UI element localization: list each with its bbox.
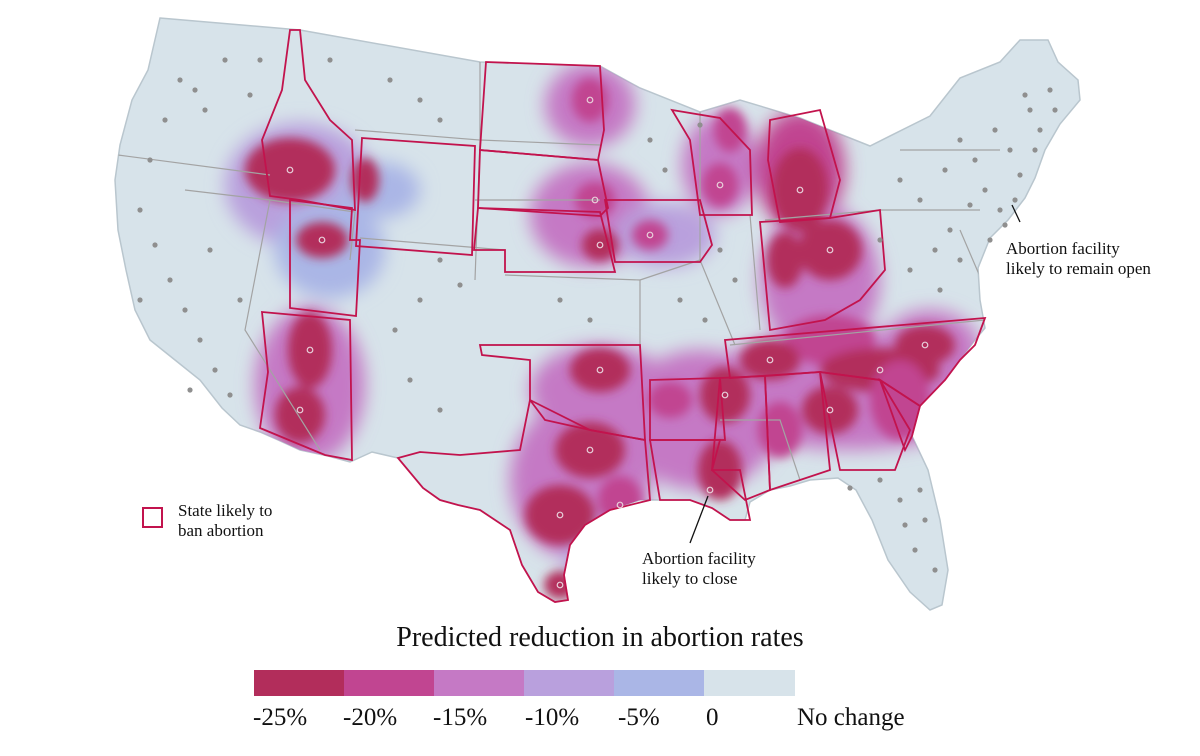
legend-swatch-15 bbox=[434, 670, 525, 696]
facility-dots bbox=[137, 57, 1058, 573]
open-leader-line bbox=[1011, 204, 1021, 223]
legend-swatch-5 bbox=[614, 670, 705, 696]
legend-tick-15: -15% bbox=[433, 704, 488, 731]
ban-state-legend-swatch bbox=[142, 507, 163, 528]
ban-state-legend-label: State likely to ban abortion bbox=[178, 501, 272, 541]
legend-tick-5: -5% bbox=[618, 704, 660, 731]
close-facility-annotation: Abortion facility likely to close bbox=[642, 549, 756, 589]
legend-title: Predicted reduction in abortion rates bbox=[396, 622, 804, 653]
close-leader-line bbox=[689, 495, 709, 544]
impact-shading bbox=[225, 63, 1000, 605]
legend-swatch-0 bbox=[704, 670, 795, 696]
open-annotation-line1: Abortion facility bbox=[1006, 239, 1120, 258]
closing-facility-markers bbox=[286, 96, 929, 589]
legend-swatch-25 bbox=[254, 670, 345, 696]
legend-tick-0: 0 bbox=[706, 704, 719, 731]
legend-swatch-10 bbox=[524, 670, 615, 696]
ban-legend-line2: ban abortion bbox=[178, 521, 264, 540]
legend-tick-25: -25% bbox=[253, 704, 308, 731]
close-annotation-line2: likely to close bbox=[642, 569, 738, 588]
open-annotation-line2: likely to remain open bbox=[1006, 259, 1151, 278]
ban-state-outlines bbox=[259, 29, 987, 603]
open-facility-annotation: Abortion facility likely to remain open bbox=[1006, 239, 1151, 279]
legend-tick-no-change: No change bbox=[797, 704, 905, 731]
legend-swatch-20 bbox=[344, 670, 435, 696]
ban-legend-line1: State likely to bbox=[178, 501, 273, 520]
legend-tick-20: -20% bbox=[343, 704, 398, 731]
legend-tick-10: -10% bbox=[525, 704, 580, 731]
close-annotation-line1: Abortion facility bbox=[642, 549, 756, 568]
